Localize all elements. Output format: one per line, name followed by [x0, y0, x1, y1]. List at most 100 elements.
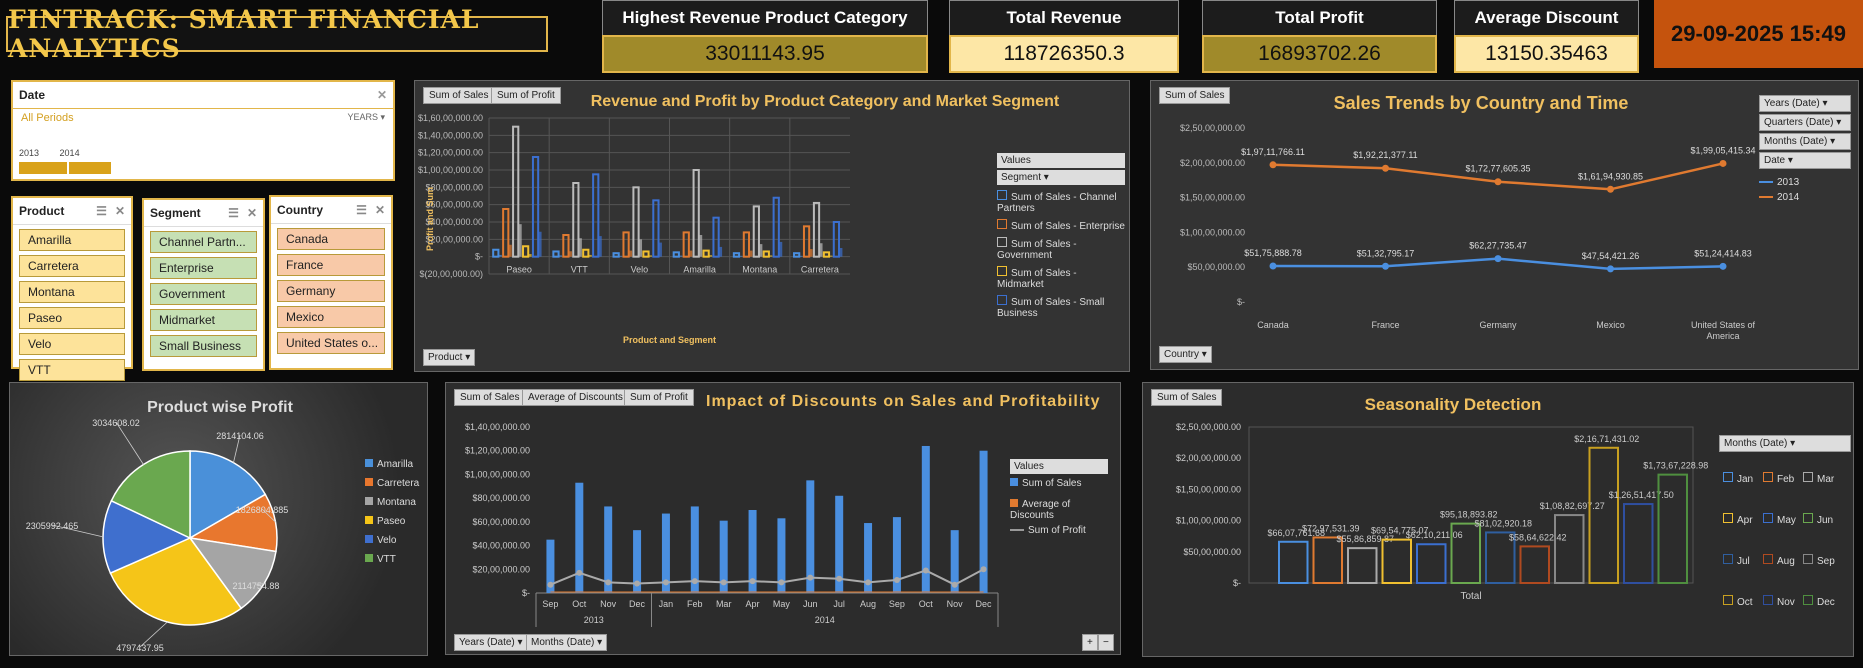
date-slicer-unit-dropdown[interactable]: YEARS ▾	[347, 112, 385, 122]
x-tick-label: Carretera	[801, 265, 839, 275]
sum-of-sales-field-button[interactable]: Sum of Sales	[1151, 389, 1223, 406]
quarters-date-dropdown[interactable]: Quarters (Date) ▾	[1759, 114, 1851, 131]
y-tick-label: $1,50,00,000.00	[1176, 484, 1241, 494]
sales-bar	[661, 513, 670, 593]
years-date-dropdown[interactable]: Years (Date) ▾	[1759, 95, 1851, 112]
profit-bar	[809, 249, 813, 257]
year-bar-2013[interactable]	[19, 162, 67, 174]
legend-average-of-discounts: Average of Discounts	[1010, 499, 1071, 521]
country-slicer-item[interactable]: Mexico	[277, 306, 385, 328]
legend-swatch	[1723, 472, 1733, 482]
sum-of-profit-field-button[interactable]: Sum of Profit	[624, 389, 694, 406]
years-date-button[interactable]: Years (Date) ▾	[454, 634, 528, 651]
x-axis-label: Total	[1460, 591, 1481, 602]
country-slicer-title: Country	[277, 203, 323, 217]
date-dropdown[interactable]: Date ▾	[1759, 152, 1851, 169]
profit-bar	[709, 255, 713, 257]
x-tick-label: Dec	[976, 599, 993, 609]
data-point	[1382, 164, 1389, 172]
country-slicer: Country ☰ ✕ Canada France Germany Mexico Unit…	[269, 195, 393, 370]
legend-item: Amarilla	[365, 459, 419, 470]
data-label: $51,32,795.17	[1357, 248, 1415, 258]
country-slicer-item[interactable]: Germany	[277, 280, 385, 302]
profit-point	[749, 578, 756, 585]
product-slicer-item[interactable]: VTT	[19, 359, 125, 381]
clear-filter-icon[interactable]: ✕	[374, 203, 385, 217]
legend-swatch	[997, 237, 1007, 247]
sales-bar	[806, 480, 815, 593]
segment-slicer-item[interactable]: Midmarket	[150, 309, 257, 331]
x-tick-label: Sep	[542, 599, 558, 609]
segment-slicer-item[interactable]: Enterprise	[150, 257, 257, 279]
bar	[793, 252, 801, 258]
expand-button[interactable]: +	[1082, 634, 1098, 651]
profit-point	[893, 576, 900, 583]
legend-swatch	[1803, 513, 1813, 523]
legend-label: Nov	[1777, 597, 1795, 608]
segment-dropdown[interactable]: Segment ▾	[997, 170, 1125, 185]
sales-bar	[864, 523, 873, 593]
collapse-button[interactable]: −	[1098, 634, 1114, 651]
year-bar-2014[interactable]	[69, 162, 111, 174]
product-filter-button[interactable]: Product ▾	[423, 349, 476, 366]
product-slicer-item[interactable]: Carretera	[19, 255, 125, 277]
chart1-legend: Values Segment ▾ Sum of Sales - Channel …	[997, 153, 1125, 319]
legend-item: Mar	[1803, 472, 1843, 510]
legend-swatch	[1763, 595, 1773, 605]
months-date-dropdown[interactable]: Months (Date) ▾	[1759, 133, 1851, 150]
multi-select-icon[interactable]: ☰	[228, 206, 239, 220]
kpi-label: Average Discount	[1454, 0, 1639, 35]
x-tick-label: Feb	[687, 599, 703, 609]
legend-label: Aug	[1777, 556, 1795, 567]
product-slicer-item[interactable]: Montana	[19, 281, 125, 303]
profit-bar	[638, 239, 643, 257]
discount-impact-chart-panel: Sum of Sales Average of Discounts Sum of…	[445, 382, 1121, 655]
x-tick-label: Jul	[833, 599, 845, 609]
y-tick-label: $1,00,00,000.00	[465, 469, 530, 479]
chart4-legend: Values Sum of Sales Average of Discounts…	[1010, 459, 1108, 536]
country-slicer-item[interactable]: United States o...	[277, 332, 385, 354]
legend-label: Carretera	[377, 478, 420, 489]
date-field-buttons: Years (Date) ▾ Quarters (Date) ▾ Months …	[1759, 95, 1851, 203]
x-tick-label: France	[1371, 320, 1399, 330]
x-tick-label: Montana	[742, 265, 777, 275]
legend-swatch	[997, 295, 1007, 305]
legend-label: Jan	[1737, 474, 1754, 485]
country-filter-button[interactable]: Country ▾	[1159, 346, 1212, 363]
x-tick-label: Apr	[746, 599, 760, 609]
profit-bar	[558, 255, 562, 257]
segment-slicer-item[interactable]: Government	[150, 283, 257, 305]
multi-select-icon[interactable]: ☰	[96, 204, 107, 218]
segment-slicer-item[interactable]: Small Business	[150, 335, 257, 357]
clear-filter-icon[interactable]: ✕	[246, 206, 257, 220]
profit-point	[951, 581, 958, 588]
legend-item: Sum of Sales - Small Business	[997, 295, 1125, 319]
clear-filter-icon[interactable]: ✕	[376, 88, 387, 102]
legend-swatch	[997, 190, 1007, 200]
bar-label: $1,73,67,228.98	[1643, 461, 1708, 471]
product-slicer-item[interactable]: Amarilla	[19, 229, 125, 251]
slice-label: 4797437.95	[116, 643, 164, 653]
country-slicer-item[interactable]: France	[277, 254, 385, 276]
legend-swatch	[365, 554, 373, 562]
chart-title: Revenue and Profit by Product Category a…	[590, 93, 1060, 110]
seasonality-bar-chart: $2,50,00,000.00 $2,00,00,000.00 $1,50,00,0…	[1176, 422, 1708, 602]
profit-point	[634, 580, 641, 587]
product-slicer-item[interactable]: Paseo	[19, 307, 125, 329]
y-tick-label: $1,60,00,000.00	[418, 113, 483, 123]
segment-slicer-item[interactable]: Channel Partn...	[150, 231, 257, 253]
profit-bar	[759, 244, 763, 257]
revenue-profit-chart-panel: Sum of Sales Sum of Profit Revenue and P…	[414, 80, 1130, 372]
product-slicer-item[interactable]: Velo	[19, 333, 125, 355]
sum-of-profit-field-button[interactable]: Sum of Profit	[491, 87, 561, 104]
legend-swatch	[1803, 595, 1813, 605]
sum-of-sales-field-button[interactable]: Sum of Sales	[1159, 87, 1231, 104]
months-date-button[interactable]: Months (Date) ▾	[526, 634, 608, 651]
multi-select-icon[interactable]: ☰	[356, 203, 367, 217]
profit-bar	[528, 254, 532, 257]
bar	[702, 249, 710, 258]
legend-swatch	[1763, 554, 1773, 564]
clear-filter-icon[interactable]: ✕	[114, 204, 125, 218]
months-date-dropdown[interactable]: Months (Date) ▾	[1719, 435, 1851, 452]
country-slicer-item[interactable]: Canada	[277, 228, 385, 250]
